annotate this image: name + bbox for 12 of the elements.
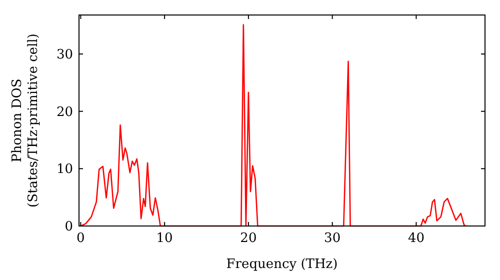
line-series bbox=[80, 24, 466, 227]
y-axis-title: Phonon DOS (States/THz·primitive cell) bbox=[10, 33, 41, 208]
y-tick-label: 10 bbox=[56, 162, 73, 178]
x-tick-label: 10 bbox=[156, 231, 173, 246]
y-tick-label: 30 bbox=[56, 48, 73, 63]
x-axis-title: Frequency (THz) bbox=[226, 257, 338, 272]
x-tick-label: 20 bbox=[240, 231, 257, 246]
y-tick-label: 0 bbox=[64, 220, 73, 235]
x-tick-label: 40 bbox=[408, 231, 424, 246]
x-tick-label: 0 bbox=[76, 231, 85, 246]
y-tick-label: 20 bbox=[56, 104, 73, 120]
x-tick-label: 30 bbox=[324, 231, 341, 246]
